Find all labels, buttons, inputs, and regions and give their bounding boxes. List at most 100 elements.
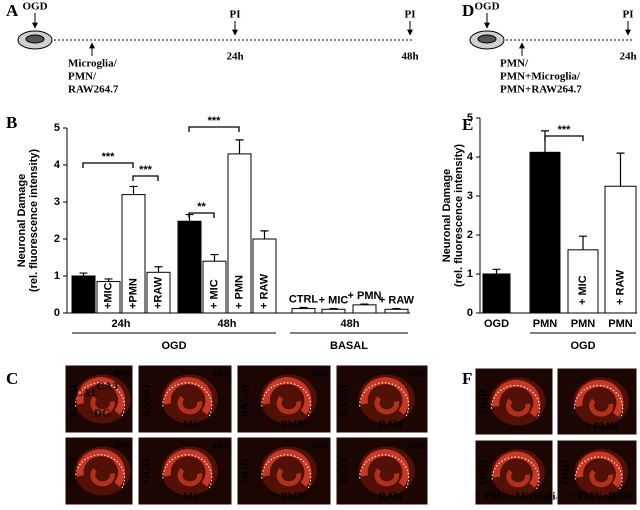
micrograph: BASAL 48h + PMN: [236, 364, 332, 434]
group-label: 24h: [112, 318, 131, 330]
bar-label: + MIC: [319, 294, 349, 306]
region-label: DG: [94, 407, 111, 419]
treatment-label: RAW264.7: [68, 84, 119, 96]
error-bar: [299, 306, 308, 309]
tissue-layer: [505, 398, 531, 417]
micrograph: OGD 48h + RAW: [335, 436, 429, 506]
treatment-label: + PMN+Microglia: [475, 491, 561, 503]
treatment-label: Microglia/: [68, 58, 118, 70]
error-bar: [260, 230, 269, 239]
condition-label: OGD: [570, 340, 595, 352]
region-outline: [573, 385, 624, 419]
error-bar: [129, 185, 138, 195]
time-label: 48h: [408, 440, 425, 452]
bar-label: +MIC: [102, 282, 114, 309]
significance-label: ***: [139, 164, 153, 176]
bar: [482, 273, 511, 314]
region-outline: [261, 382, 312, 417]
tissue-layer: [374, 468, 400, 487]
y-axis-label: (rel. fluorescence intensity): [453, 144, 465, 287]
tissue-layer: [177, 396, 203, 415]
error-bar: [79, 272, 88, 276]
culture-dish: [17, 30, 53, 50]
condition-label: OGD: [339, 458, 351, 483]
time-label: 48h: [113, 440, 130, 452]
micrograph: OGD 48h: [64, 436, 134, 506]
tissue-layer: [262, 449, 312, 487]
condition-label: BASAL: [240, 381, 252, 418]
error-bar: [360, 303, 369, 305]
bar: [352, 304, 377, 314]
significance-label: ***: [102, 151, 116, 163]
tissue-layer: [506, 469, 530, 488]
readout-label: PI: [623, 9, 634, 21]
significance-bracket: [188, 126, 240, 132]
readout-time: 24h: [619, 51, 636, 63]
bar: [604, 185, 637, 314]
significance-bracket: [188, 212, 215, 218]
tissue-layer: [276, 468, 302, 487]
treatment-label: + PMN: [272, 419, 306, 431]
panel-label: B: [6, 113, 17, 132]
treatment-label: PMN/: [68, 71, 97, 83]
group-label: 48h: [218, 318, 237, 330]
micrograph: OGD 48h + PMN: [236, 436, 332, 506]
condition-label: OGD: [560, 460, 572, 485]
bar-label: CTRL: [289, 293, 319, 305]
x-tick-label: OGD: [484, 318, 509, 330]
error-bar: [104, 278, 113, 282]
bar-label: + PMN: [233, 275, 245, 309]
condition-label: OGD: [478, 389, 490, 414]
x-tick-label: PMN: [608, 318, 633, 330]
condition-label: OGD: [141, 458, 153, 483]
region-outline: [490, 385, 541, 419]
micrograph: BASAL 48h + MIC: [137, 364, 233, 434]
bar: [529, 151, 561, 314]
error-bar: [235, 139, 244, 154]
y-tick-label: 4: [467, 151, 474, 163]
significance-label: **: [197, 201, 206, 213]
error-bar: [492, 268, 501, 274]
culture-dish: [469, 30, 505, 50]
group-label: 48h: [341, 318, 360, 330]
tissue-layer: [493, 451, 540, 488]
micrograph: OGD + PMN+Microglia: [474, 439, 561, 506]
y-tick-label: 0: [54, 307, 60, 319]
bar: [321, 308, 346, 314]
tissue-layer: [492, 379, 541, 418]
condition-label: OGD: [161, 340, 186, 352]
region-outline: [359, 382, 410, 417]
condition-label: BASAL: [339, 381, 351, 418]
y-axis-label: (rel. fluorescence intensity): [28, 149, 40, 292]
y-tick-label: 2: [467, 229, 473, 241]
condition-label: BASAL: [141, 381, 153, 418]
time-label: 48h: [212, 440, 229, 452]
condition-label: BASAL: [330, 340, 368, 352]
tissue-layer: [374, 396, 400, 415]
y-tick-label: 5: [54, 122, 60, 134]
treatment-label: + MIC: [174, 419, 206, 431]
error-bar: [579, 235, 587, 250]
time-label: 48h: [311, 368, 328, 380]
time-label: 48h: [212, 368, 229, 380]
bar: [567, 249, 599, 314]
micrograph: + PMN: [556, 367, 638, 436]
error-bar: [154, 266, 163, 273]
time-label: 48h: [311, 440, 328, 452]
timeline-start: OGD: [474, 1, 499, 13]
bar-label: +RAW: [152, 276, 164, 309]
time-label: 48h: [113, 368, 130, 380]
region-label: CA1: [75, 387, 96, 399]
panel-label: C: [6, 369, 18, 388]
tissue-layer: [360, 449, 410, 487]
treatment-label: + MIC: [174, 491, 206, 503]
error-bar: [392, 307, 401, 310]
micrograph: OGD: [474, 367, 554, 436]
significance-label: ***: [558, 124, 572, 136]
treatment-label: + RAW: [369, 491, 404, 503]
treatment-label: PMN+RAW264.7: [500, 84, 582, 96]
bar-label: + MIC: [208, 279, 220, 309]
condition-label: OGD: [68, 458, 80, 483]
